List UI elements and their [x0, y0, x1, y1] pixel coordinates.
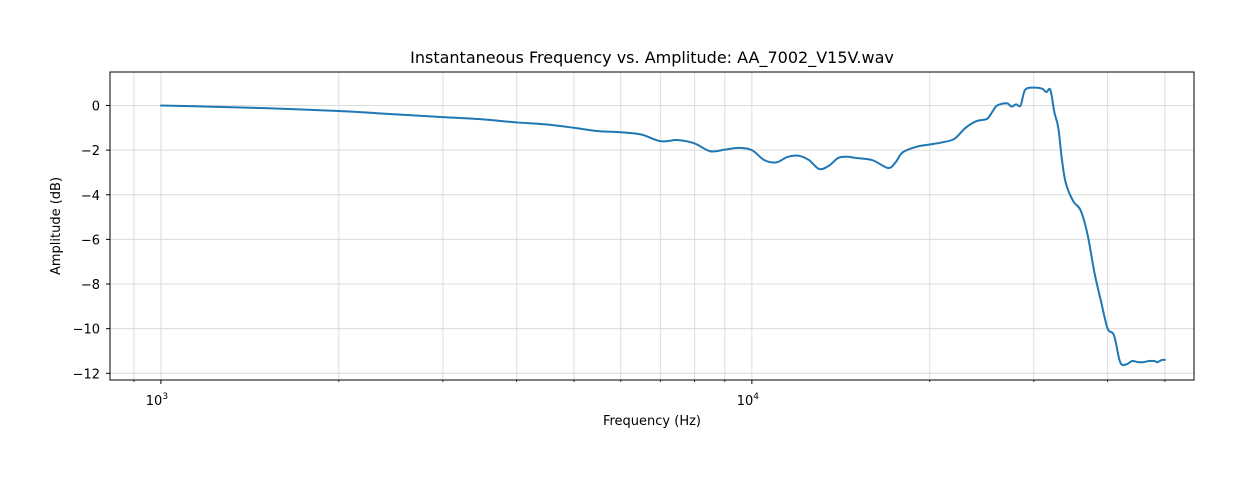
y-axis-label: Amplitude (dB) — [49, 177, 64, 275]
y-tick-label: −6 — [81, 233, 100, 248]
chart-title: Instantaneous Frequency vs. Amplitude: A… — [410, 48, 894, 68]
x-tick-label-base: 10 — [146, 394, 163, 409]
x-tick-label-exponent: 3 — [162, 392, 168, 402]
x-tick-label-base: 10 — [737, 394, 754, 409]
grid-layer — [110, 72, 1194, 380]
x-axis-label: Frequency (Hz) — [603, 414, 701, 429]
y-tick-label: −2 — [81, 144, 100, 159]
y-tick-label: 0 — [92, 99, 100, 114]
amplitude-series-line — [159, 86, 1166, 367]
axes-frame — [109, 71, 1195, 381]
y-tick-label: −12 — [73, 367, 100, 382]
x-tick-label: 104 — [737, 392, 760, 409]
line-layer — [159, 86, 1166, 367]
y-tick-label: −4 — [81, 189, 100, 204]
y-tick-label: −8 — [81, 278, 100, 293]
y-tick-label: −10 — [73, 323, 100, 338]
x-tick-label-exponent: 4 — [753, 392, 759, 402]
x-tick-label: 103 — [146, 392, 168, 409]
